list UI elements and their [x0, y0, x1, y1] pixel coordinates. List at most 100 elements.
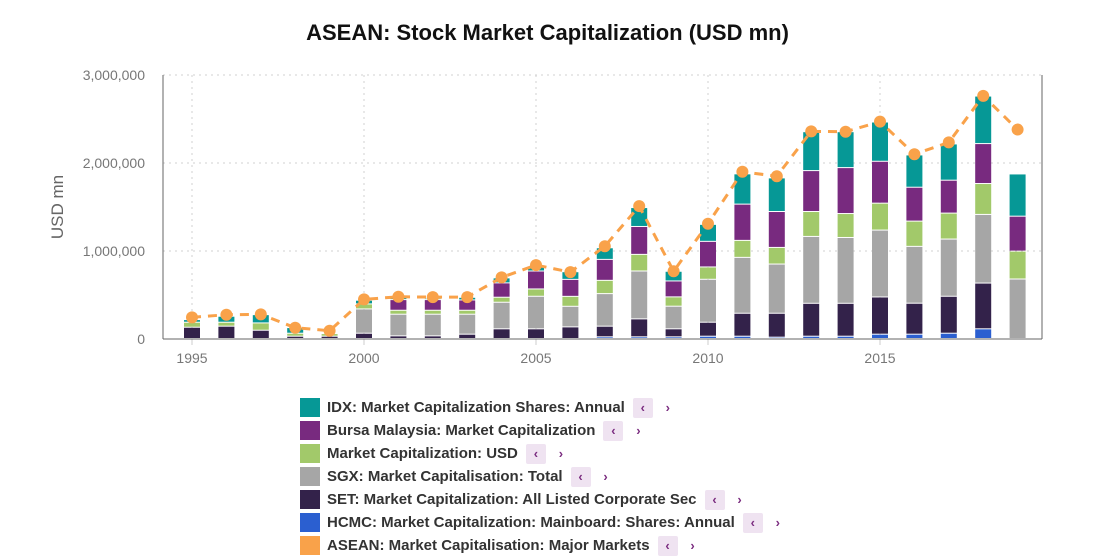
bar-segment [1009, 174, 1026, 216]
legend-item[interactable]: ASEAN: Market Capitalisation: Major Mark… [300, 534, 788, 557]
chevron-right-icon[interactable]: › [775, 515, 780, 530]
bar-segment [906, 155, 923, 187]
bar-segment [768, 264, 785, 313]
legend-swatch [300, 421, 320, 440]
bar-segment [287, 333, 304, 336]
line-point [874, 115, 886, 128]
line-point [186, 311, 198, 324]
line-point [1011, 123, 1024, 136]
chevron-left-icon[interactable]: ‹ [704, 489, 725, 510]
legend-swatch [300, 467, 320, 486]
chevron-right-icon[interactable]: › [636, 423, 641, 438]
bar-segment [665, 306, 682, 329]
bar-segment [803, 212, 820, 236]
bar-segment [493, 302, 510, 329]
bar-segment [940, 213, 957, 239]
bar-segment [975, 96, 992, 144]
legend-item[interactable]: SET: Market Capitalization: All Listed C… [300, 488, 788, 511]
bar-segment [218, 322, 235, 326]
legend-swatch [300, 398, 320, 417]
bar-segment [424, 300, 441, 310]
bar-segment [872, 297, 888, 334]
legend-swatch [300, 513, 320, 532]
bar-segment [493, 329, 510, 338]
bar-segment [906, 187, 923, 221]
bar-segment [940, 333, 957, 338]
bar-segment [975, 214, 992, 283]
x-tick-label: 2015 [864, 350, 895, 366]
bar-segment [424, 336, 441, 338]
chevron-left-icon[interactable]: ‹ [570, 466, 591, 487]
y-tick-label: 1,000,000 [83, 243, 145, 259]
chevron-left-icon[interactable]: ‹ [657, 535, 678, 556]
bar-segment [837, 214, 854, 237]
line-point [805, 125, 818, 138]
bar-segment [493, 283, 510, 297]
chevron-right-icon[interactable]: › [665, 400, 671, 415]
legend-item[interactable]: HCMC: Market Capitalization: Mainboard: … [300, 511, 788, 534]
chevron-right-icon[interactable]: › [690, 538, 695, 553]
bar-segment [1009, 251, 1026, 279]
bar-segment [872, 334, 888, 338]
bar-segment [596, 337, 613, 338]
bar-segment [528, 329, 544, 338]
bar-segment [940, 296, 957, 333]
bar-segment [734, 174, 751, 204]
bar-segment [872, 230, 888, 297]
bar-segment [631, 254, 648, 271]
chart-plot: 0 1,000,000 2,000,000 3,000,000 1995 2000 2005… [48, 67, 1043, 366]
bar-segment [665, 281, 682, 297]
bar-segment [596, 259, 613, 280]
chevron-left-icon[interactable]: ‹ [742, 512, 763, 533]
chevron-left-icon[interactable]: ‹ [603, 420, 624, 441]
chevron-left-icon[interactable]: ‹ [632, 397, 653, 418]
legend-label: HCMC: Market Capitalization: Mainboard: … [327, 514, 735, 531]
bar-segment [837, 336, 854, 338]
bar-segment [528, 296, 544, 329]
bar-segment [562, 327, 579, 338]
y-tick-label: 0 [137, 331, 145, 347]
chevron-right-icon[interactable]: › [737, 492, 742, 507]
bar-segment [356, 304, 372, 309]
bar-segment [700, 279, 716, 322]
bar-segment [459, 334, 476, 338]
line-point [839, 125, 852, 138]
line-point [942, 136, 955, 149]
line-point [564, 266, 577, 279]
x-tick-label: 1995 [176, 350, 207, 366]
bar-segment [837, 237, 854, 303]
y-tick-label: 2,000,000 [83, 155, 145, 171]
legend-item[interactable]: SGX: Market Capitalisation: Total ‹ › [300, 465, 788, 488]
bar-segment [493, 297, 510, 302]
bar-segment [631, 226, 648, 254]
legend-swatch [300, 444, 320, 463]
legend-item[interactable]: IDX: Market Capitalization Shares: Annua… [300, 396, 788, 419]
chart-title: ASEAN: Stock Market Capitalization (USD … [306, 20, 789, 45]
line-point [392, 290, 405, 303]
legend-label: SGX: Market Capitalisation: Total [327, 468, 563, 485]
bar-segment [562, 279, 579, 296]
bar-segment [424, 314, 441, 336]
legend-item[interactable]: Bursa Malaysia: Market Capitalization ‹ › [300, 419, 788, 442]
bar-segment [321, 336, 338, 338]
bar-segment [390, 314, 407, 336]
bar-segment [596, 294, 613, 326]
chevron-left-icon[interactable]: ‹ [525, 443, 546, 464]
legend-item[interactable]: Market Capitalization: USD ‹ › [300, 442, 788, 465]
bar-segment [596, 280, 613, 294]
line-point [289, 321, 302, 334]
chevron-right-icon[interactable]: › [558, 446, 564, 461]
bar-segment [768, 178, 785, 212]
bar-segment [768, 247, 785, 264]
bar-segment [700, 336, 716, 338]
bar-segment [287, 336, 304, 338]
bar-segment [390, 300, 407, 310]
line-point [633, 200, 646, 213]
chevron-right-icon[interactable]: › [603, 469, 608, 484]
line-point [323, 324, 336, 337]
bar-segment [803, 132, 820, 171]
legend-swatch [300, 536, 320, 555]
bar-segment [562, 306, 579, 327]
bar-segment [184, 322, 200, 327]
line-point [667, 265, 680, 278]
